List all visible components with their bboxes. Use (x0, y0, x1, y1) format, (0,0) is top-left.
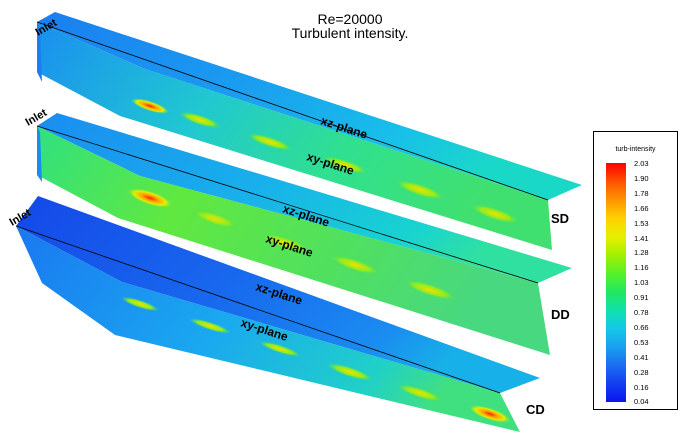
legend-color-bar (606, 163, 626, 402)
duct-cd-hotspot (397, 384, 443, 402)
duct-cd-hotspot (259, 341, 301, 357)
duct-sd-hotspot (130, 98, 170, 114)
figure-title-line1: Re=20000 (317, 11, 383, 27)
duct-sd-xz-face (37, 12, 582, 200)
duct-dd-ridge (36, 125, 539, 284)
duct-cd-hotspot (468, 405, 512, 423)
figure-title-line2: Turbulent intensity. (291, 25, 409, 41)
legend-tick-label: 1.16 (634, 263, 649, 273)
duct-cd-hotspot (327, 363, 373, 381)
legend-tick-label: 0.04 (634, 397, 649, 407)
case-label-cd: CD (526, 402, 545, 417)
duct-sd-ridge (36, 21, 549, 201)
duct-cd-hotspot (189, 318, 231, 334)
legend-tick-label: 0.66 (634, 322, 649, 332)
duct-sd-inlet-face (37, 22, 42, 82)
legend-tick-label: 0.53 (634, 337, 649, 347)
duct-cd-hotspot (120, 296, 160, 312)
legend-tick-label: 1.03 (634, 278, 649, 288)
duct-sd-hotspot (179, 111, 221, 129)
color-legend: turb-intensity 2.03 1.90 1.78 1.66 1.53 1.41 1… (593, 131, 678, 410)
legend-tick-label: 1.66 (634, 203, 649, 213)
case-label-sd: SD (551, 211, 570, 226)
duct-dd-hotspot (127, 188, 173, 208)
legend-tick-label: 0.28 (634, 367, 649, 377)
duct-dd-hotspot (260, 233, 310, 253)
legend-tick-label: 0.16 (634, 382, 649, 392)
duct-dd-hotspot (330, 255, 380, 275)
duct-cd-ridge (15, 225, 501, 394)
legend-tick-label: 0.78 (634, 308, 649, 317)
legend-tick-label: 1.53 (634, 218, 649, 228)
duct-sd-hotspot (247, 133, 293, 151)
legend-tick-label: 1.28 (634, 248, 649, 258)
duct-cd-xz-face (16, 196, 540, 393)
legend-tick-label: 0.41 (634, 352, 649, 362)
legend-tick-label: 2.03 (634, 159, 649, 168)
duct-dd-xz-face (37, 113, 572, 283)
duct-sd: Inlet xz-plane (34, 12, 582, 250)
legend-tick-label: 1.78 (634, 188, 649, 198)
duct-dd: Inlet xz-plane xy-plane (24, 107, 572, 355)
legend-tick-label: 1.90 (634, 173, 649, 183)
duct-dd-inlet-face (37, 126, 42, 182)
legend-tick-label: 0.91 (634, 293, 649, 303)
duct-sd-hotspot (395, 180, 445, 200)
duct-dd-hotspot (192, 209, 238, 229)
duct-sd-hotspot (470, 204, 520, 224)
legend-tick-label: 1.41 (634, 233, 649, 243)
legend-title: turb-intensity (615, 146, 656, 153)
case-label-dd: DD (551, 307, 570, 322)
duct-cd-xy-face (16, 226, 520, 432)
duct-sd-hotspot (322, 156, 368, 174)
duct-cd: Inlet xz-plane xy-plane (8, 196, 540, 432)
legend-tick-labels: 2.03 1.90 1.78 1.66 1.53 1.41 1.28 1.16 1.03 0.91… (634, 160, 678, 410)
duct-dd-hotspot (403, 279, 457, 301)
